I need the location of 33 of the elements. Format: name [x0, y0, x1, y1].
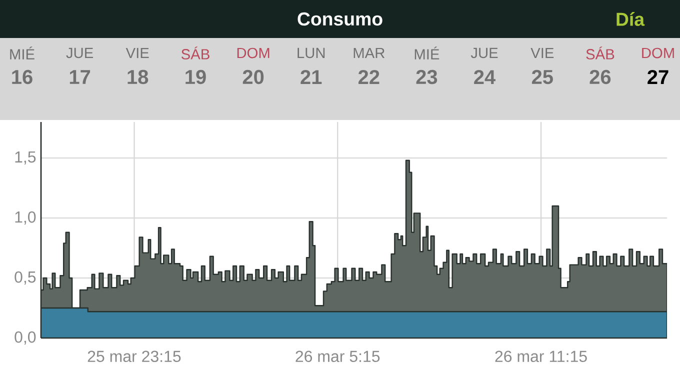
x-tick-label: 25 mar 23:15: [88, 350, 181, 362]
x-tick-label: 26 mar 5:15: [296, 350, 380, 362]
text: SÁB: [182, 46, 210, 60]
chart-title: Consumo: [298, 12, 382, 26]
text: DOM: [237, 48, 270, 58]
y-tick-label: 1,0: [15, 211, 36, 225]
text: Día: [616, 12, 645, 26]
text: MIÉ: [10, 46, 34, 60]
text: 17: [70, 70, 90, 84]
text: 22: [358, 70, 380, 84]
y-tick-label: 0,0: [14, 331, 36, 345]
text: 18: [128, 70, 148, 84]
y-tick-label: 0,5: [14, 271, 36, 285]
text: 24: [474, 70, 496, 84]
text: VIE: [126, 48, 149, 58]
text: VIE: [530, 48, 554, 58]
text: 27: [648, 70, 668, 84]
text: JUE: [66, 48, 94, 58]
text: 21: [300, 70, 322, 84]
text: SÁB: [586, 46, 614, 60]
text: LUN: [298, 48, 325, 58]
text: DOM: [642, 48, 674, 58]
text: 19: [186, 70, 206, 84]
text: MIÉ: [414, 46, 440, 60]
text: 25: [532, 70, 553, 84]
text: MAR: [354, 48, 385, 58]
text: 26: [590, 70, 611, 84]
y-tick-label: 1,5: [15, 151, 36, 165]
text: 20: [242, 70, 264, 84]
text: 23: [416, 70, 438, 84]
x-tick-label: 26 mar 11:15: [495, 350, 587, 362]
text: 16: [12, 70, 32, 84]
text: JUE: [470, 48, 498, 58]
